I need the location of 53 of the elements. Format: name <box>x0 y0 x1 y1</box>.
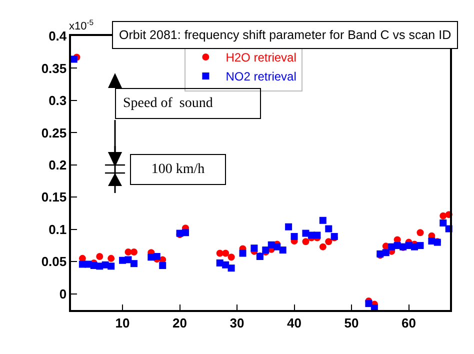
point <box>302 238 310 246</box>
point <box>319 243 326 250</box>
legend-label: H2O retrieval <box>226 50 296 65</box>
y-tick-label: 0.2 <box>48 157 67 172</box>
point <box>440 212 447 220</box>
x-tick-label: 50 <box>344 315 359 330</box>
annotation: 100 km/h <box>151 162 205 177</box>
point <box>153 252 160 260</box>
y-tick-label: 0.4 <box>48 28 68 44</box>
x-tick-label: 10 <box>115 315 130 330</box>
legend-label: NO2 retrieval <box>226 70 296 84</box>
point <box>124 256 132 264</box>
x-tick-label: 30 <box>230 315 244 330</box>
point <box>314 232 321 239</box>
y-tick-label: 0.35 <box>41 60 67 76</box>
point <box>279 246 286 254</box>
point <box>250 244 258 252</box>
point <box>130 260 138 268</box>
y-tick-label: 0.15 <box>41 190 67 205</box>
point <box>416 229 424 236</box>
point <box>130 248 138 256</box>
x-tick-label: 20 <box>172 315 188 330</box>
point <box>319 216 326 224</box>
point <box>239 250 246 257</box>
point <box>70 56 78 63</box>
annotation: Speed of sound <box>123 96 213 111</box>
point <box>222 250 230 257</box>
point <box>96 252 104 260</box>
y-tick-label: 0 <box>59 286 67 302</box>
x-tick-label: 60 <box>402 315 416 330</box>
x-tick-label: 40 <box>287 315 302 330</box>
point <box>108 262 115 270</box>
y-tick-label: 0.3 <box>48 93 67 108</box>
point <box>228 254 235 261</box>
point <box>365 300 372 308</box>
point <box>440 219 447 226</box>
point <box>222 261 230 268</box>
text: x10$^{-5}$ <box>69 18 94 33</box>
y-tick-label: 0.1 <box>48 222 67 237</box>
point <box>285 223 292 230</box>
y-tick-label: 0.25 <box>41 125 67 140</box>
chart-title: Orbit 2081: frequency shift parameter for Band C vs scan ID <box>119 28 452 42</box>
point <box>159 262 166 270</box>
point <box>325 238 332 246</box>
point <box>290 233 298 240</box>
point <box>182 229 189 236</box>
point <box>108 254 115 262</box>
point <box>382 249 390 256</box>
point <box>325 225 332 232</box>
point <box>274 243 281 250</box>
y-tick-label: 0.05 <box>41 254 67 270</box>
point <box>228 264 235 272</box>
point <box>416 242 424 250</box>
